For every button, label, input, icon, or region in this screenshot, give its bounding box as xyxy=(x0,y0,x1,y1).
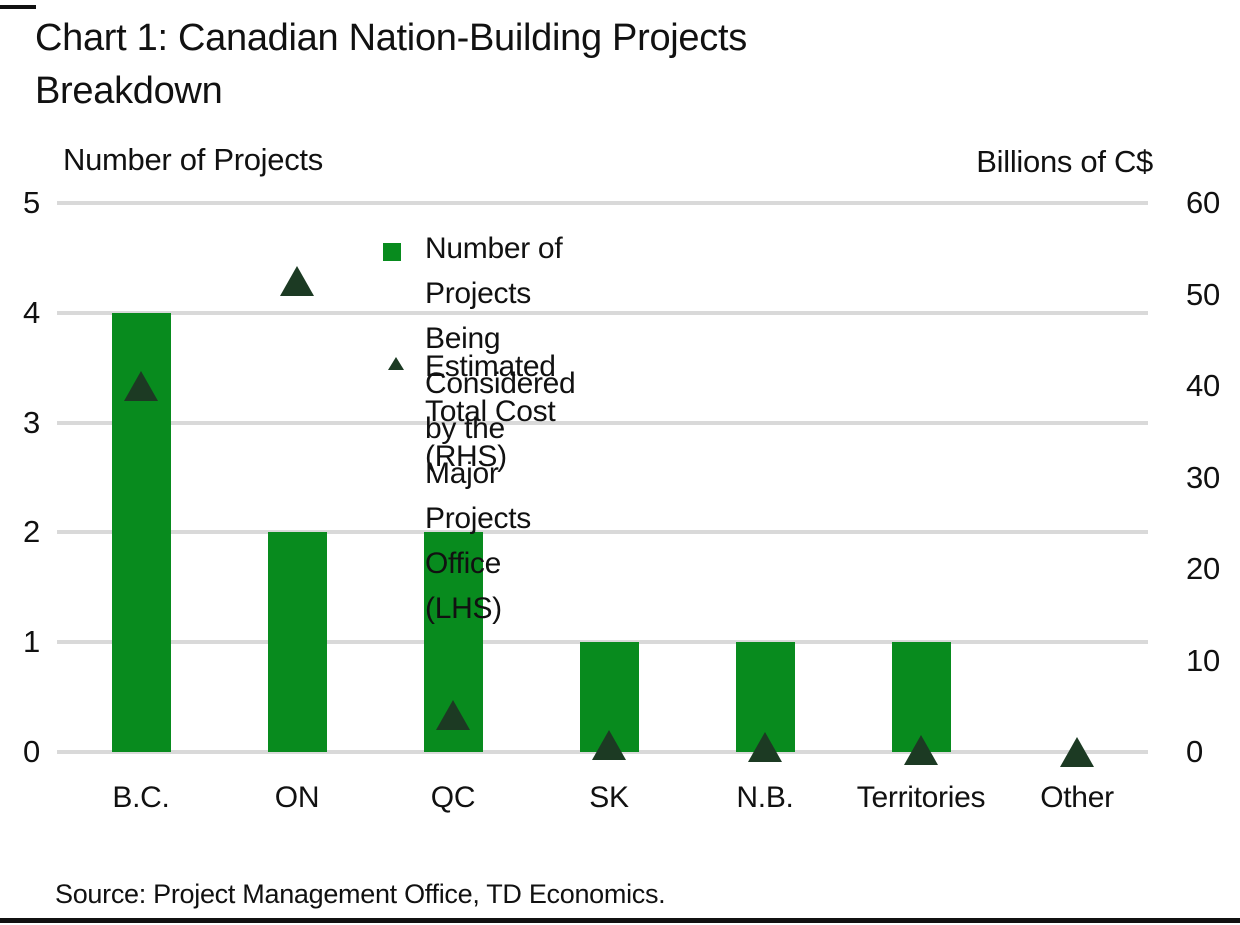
cost-marker-ON-icon xyxy=(280,265,314,296)
cost-marker-N.B.-icon xyxy=(748,732,782,763)
plot-area xyxy=(57,201,1148,767)
cost-marker-Other-icon xyxy=(1060,737,1094,767)
gridline xyxy=(57,310,1148,315)
left-axis-tick: 3 xyxy=(23,404,40,440)
x-axis-category: Other xyxy=(1040,781,1114,814)
legend-label-projects: Number of Projects Being Considered by t… xyxy=(425,232,576,625)
x-axis-category: SK xyxy=(589,781,629,814)
right-axis-tick: 0 xyxy=(1186,734,1203,769)
left-axis-tick: 0 xyxy=(23,734,40,769)
x-axis-category: ON xyxy=(274,781,320,814)
x-axis-category: B.C. xyxy=(112,781,170,814)
left-axis-tick: 4 xyxy=(23,294,40,330)
gridline xyxy=(57,201,1148,205)
left-axis-tick: 2 xyxy=(23,514,40,550)
x-axis-category: Territories xyxy=(856,781,986,814)
right-axis-tick: 20 xyxy=(1186,551,1220,586)
bar-ON xyxy=(267,532,327,752)
cost-marker-B.C.-icon xyxy=(124,371,158,401)
gridline xyxy=(57,530,1148,535)
right-axis-tick: 50 xyxy=(1186,276,1220,312)
right-axis-title: Billions of C$ xyxy=(976,144,1153,179)
left-axis-title: Number of Projects xyxy=(63,142,323,177)
cost-marker-QC-icon xyxy=(436,700,470,731)
bar-Territories xyxy=(891,642,951,752)
gridline xyxy=(57,420,1148,425)
right-axis-tick: 60 xyxy=(1186,185,1220,220)
bottom-rule xyxy=(0,918,1240,923)
left-axis-tick: 1 xyxy=(23,624,40,660)
right-axis-tick: 10 xyxy=(1186,642,1220,678)
right-axis-tick: 40 xyxy=(1186,368,1220,403)
chart-title: Chart 1: Canadian Nation-Building Projec… xyxy=(35,17,747,112)
top-left-rule xyxy=(0,5,36,9)
cost-marker-Territories-icon xyxy=(904,734,938,765)
x-axis-category: QC xyxy=(430,781,476,814)
left-axis-tick: 5 xyxy=(23,185,40,220)
source-note: Source: Project Management Office, TD Ec… xyxy=(55,879,666,909)
x-axis-category: N.B. xyxy=(736,781,794,814)
legend-label-cost: Estimated Total Cost (RHS) xyxy=(425,350,556,473)
triangle-marker-icon xyxy=(388,357,404,370)
cost-marker-SK-icon xyxy=(592,729,626,760)
bar-series-swatch-icon xyxy=(383,243,401,261)
right-axis-tick: 30 xyxy=(1186,459,1220,495)
